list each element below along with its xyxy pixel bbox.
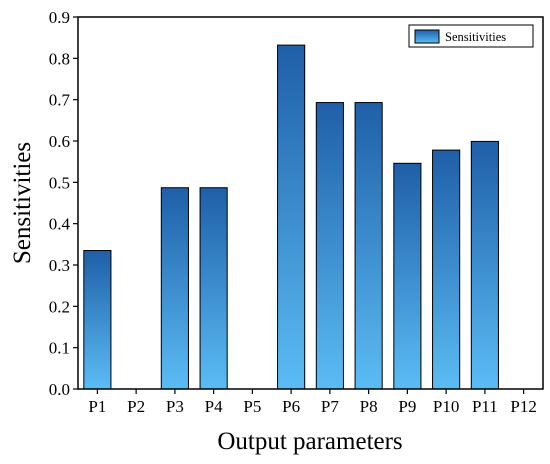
y-tick-label: 0.9 <box>49 8 70 27</box>
y-tick-label: 0.0 <box>49 380 70 399</box>
x-tick-label-p3: P3 <box>166 397 184 416</box>
bar-p3 <box>160 187 189 390</box>
x-tick-label-p8: P8 <box>360 397 378 416</box>
bar-p10 <box>432 149 461 390</box>
x-tick-label-p4: P4 <box>205 397 223 416</box>
y-tick-label: 0.1 <box>49 339 70 358</box>
x-tick-label-p1: P1 <box>88 397 106 416</box>
x-tick-label-p12: P12 <box>510 397 536 416</box>
y-tick-label: 0.7 <box>49 91 71 110</box>
bar-p9 <box>393 162 422 390</box>
y-tick-label: 0.5 <box>49 173 70 192</box>
y-axis-title: Sensitivities <box>9 142 36 264</box>
bars-layer <box>83 44 499 390</box>
x-axis-title: Output parameters <box>217 428 402 455</box>
bar-p4 <box>199 187 228 390</box>
x-tick-label-p2: P2 <box>127 397 145 416</box>
y-tick-label: 0.2 <box>49 297 70 316</box>
y-axis-ticks: 0.0 0.1 0.2 0.3 0.4 0.5 0.6 0.7 0.8 0.9 <box>49 8 78 399</box>
bar-p7 <box>315 102 344 390</box>
x-tick-label-p7: P7 <box>321 397 339 416</box>
legend-label: Sensitivities <box>445 30 506 44</box>
x-axis-ticks: P1 P2 P3 P4 P5 P6 P7 P8 P9 P10 P11 P12 <box>88 389 537 416</box>
legend-swatch <box>414 29 440 44</box>
x-tick-label-p10: P10 <box>433 397 459 416</box>
bar-p1 <box>83 250 112 390</box>
bar-p11 <box>470 140 499 390</box>
bar-p8 <box>354 102 383 390</box>
x-tick-label-p6: P6 <box>282 397 300 416</box>
y-tick-label: 0.4 <box>49 215 71 234</box>
x-tick-label-p5: P5 <box>243 397 261 416</box>
plot-frame <box>77 16 544 390</box>
y-tick-label: 0.3 <box>49 256 70 275</box>
x-tick-label-p9: P9 <box>398 397 416 416</box>
y-tick-label: 0.6 <box>49 132 70 151</box>
x-tick-label-p11: P11 <box>472 397 498 416</box>
bar-p6 <box>277 44 306 390</box>
y-tick-label: 0.8 <box>49 49 70 68</box>
legend-box <box>408 24 534 48</box>
legend: Sensitivities <box>408 24 534 48</box>
